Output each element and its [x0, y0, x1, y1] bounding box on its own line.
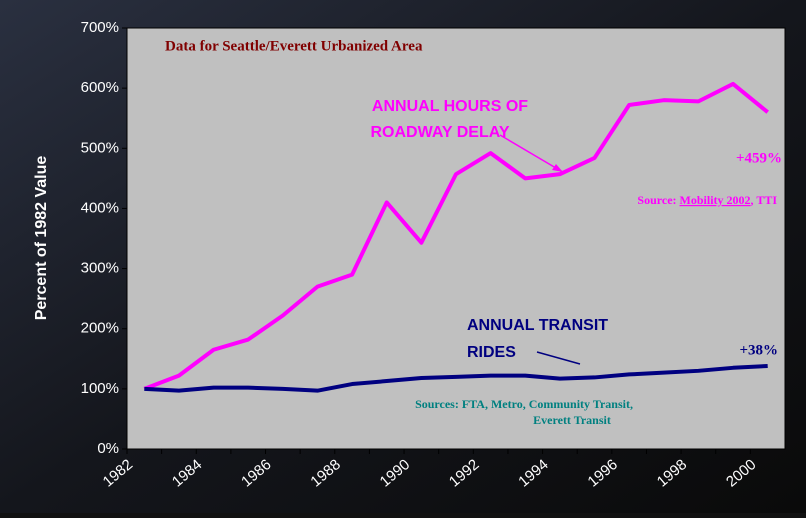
- y-tick-label: 400%: [81, 199, 119, 216]
- annotation: ROADWAY DELAY: [371, 124, 510, 141]
- plot-area: [126, 27, 786, 450]
- y-tick-label: 600%: [81, 79, 119, 96]
- annotation: RIDES: [467, 344, 516, 361]
- y-axis-label: Percent of 1982 Value: [33, 156, 50, 321]
- annotation: Data for Seattle/Everett Urbanized Area: [165, 38, 423, 54]
- annotation-arrow: [536, 351, 581, 365]
- arrow-head: [552, 164, 563, 172]
- annotation: ANNUAL TRANSIT: [467, 317, 608, 334]
- annotation-arrow: [499, 134, 562, 172]
- source-link: Mobility 2002: [680, 193, 751, 207]
- y-tick-label: 700%: [81, 19, 119, 36]
- annotation: Sources: FTA, Metro, Community Transit,: [415, 397, 633, 411]
- annotation: Everett Transit: [533, 413, 611, 427]
- source: Source:: [637, 193, 679, 207]
- annotation: +459%: [736, 150, 782, 166]
- y-tick-label: 500%: [81, 139, 119, 156]
- y-tick-label: 200%: [81, 320, 119, 337]
- annotation: Source: Mobility 2002, TTI: [637, 193, 777, 207]
- annotation: ANNUAL HOURS OF: [372, 98, 528, 115]
- y-tick-label: 0%: [97, 440, 119, 457]
- y-tick-label: 300%: [81, 260, 119, 277]
- source: , TTI: [751, 193, 778, 207]
- y-tick-label: 100%: [81, 380, 119, 397]
- annotation: +38%: [739, 342, 778, 358]
- series-line: [144, 364, 768, 393]
- series-line: [143, 81, 769, 391]
